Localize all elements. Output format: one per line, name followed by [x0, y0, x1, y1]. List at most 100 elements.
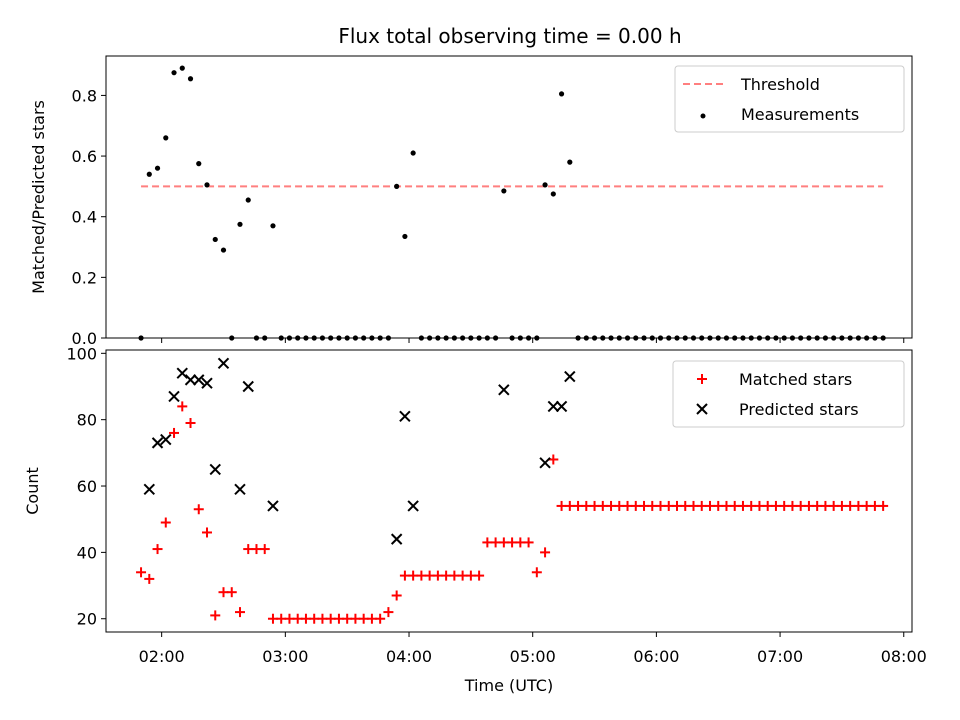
count-y-ticks: 20 40 60 80 100: [66, 344, 106, 629]
predicted-star-point: [564, 370, 576, 383]
matched-star-point: [391, 590, 402, 601]
matched-star-point: [144, 573, 155, 584]
measurement-point: [245, 197, 251, 203]
measurement-point: [237, 221, 243, 227]
ratio-x-ticks: [161, 338, 905, 343]
matched-star-point: [169, 427, 180, 438]
predicted-star-point: [242, 380, 254, 393]
matched-star-point: [383, 607, 394, 618]
legend-predicted-swatch: [696, 403, 708, 415]
measurement-point: [204, 182, 210, 188]
measurement-point: [163, 135, 169, 141]
count-y-axis-label: Count: [23, 467, 42, 515]
x-tick-label: 07:00: [757, 647, 803, 666]
ratio-legend: Threshold Measurements: [674, 65, 905, 133]
legend-plus-marker: [697, 374, 707, 384]
predicted-star-point: [539, 457, 551, 469]
matched-star-point: [177, 401, 188, 412]
matched-star-point: [259, 544, 270, 555]
y-tick-label: 100: [66, 344, 97, 363]
matched-star-point: [548, 454, 559, 465]
count-legend-box: [672, 360, 905, 428]
y-tick-label: 60: [77, 477, 97, 496]
measurement-point: [501, 188, 507, 194]
predicted-star-point: [193, 374, 205, 386]
measurement-point: [179, 65, 185, 71]
predicted-star-point: [143, 483, 155, 496]
matched-star-point: [375, 613, 386, 624]
predicted-star-point: [407, 500, 419, 512]
measurement-point: [187, 76, 194, 82]
predicted-star-point: [209, 463, 221, 476]
measurement-point: [558, 91, 565, 97]
count-x-ticks: 02:00 03:00 04:00 05:00 06:00 07:00 08:00: [139, 632, 927, 666]
legend-predicted-label: Predicted stars: [739, 400, 859, 419]
y-tick-label: 0.6: [72, 147, 97, 166]
predicted-star-point: [234, 483, 246, 496]
x-tick-label: 05:00: [510, 647, 556, 666]
measurement-point: [550, 191, 556, 197]
predicted-star-point: [498, 384, 510, 396]
matched-star-point: [523, 537, 534, 548]
y-tick-label: 0.8: [72, 86, 97, 105]
predicted-star-point: [555, 400, 568, 413]
predicted-star-point: [399, 410, 411, 423]
matched-star-point: [474, 570, 485, 581]
legend-measurements-label: Measurements: [741, 105, 859, 124]
matched-star-point: [878, 500, 889, 511]
ratio-panel: 0.00.20.40.60.8 Matched/Predicted stars …: [29, 55, 913, 348]
matched-star-point: [160, 517, 171, 528]
legend-matched-label: Matched stars: [739, 370, 852, 389]
count-points: [136, 357, 889, 624]
ratio-y-axis-label: Matched/Predicted stars: [29, 100, 48, 294]
measurement-point: [410, 150, 416, 156]
predicted-star-point: [217, 357, 230, 369]
x-axis-label: Time (UTC): [464, 676, 553, 695]
measurement-point: [402, 233, 408, 240]
matched-star-point: [193, 504, 204, 515]
matched-star-point: [185, 417, 196, 428]
y-tick-label: 20: [77, 610, 97, 629]
x-tick-label: 04:00: [386, 647, 432, 666]
y-tick-label: 0.2: [72, 268, 97, 287]
matched-star-point: [136, 567, 147, 578]
matched-star-point: [152, 544, 163, 555]
legend-matched-swatch: [697, 374, 707, 384]
measurement-point: [171, 70, 177, 76]
count-plot-frame: [105, 349, 913, 633]
y-tick-label: 80: [77, 411, 97, 430]
matched-star-point: [540, 547, 551, 558]
y-tick-label: 0.4: [72, 208, 97, 227]
predicted-star-point: [176, 367, 188, 379]
chart-title: Flux total observing time = 0.00 h: [338, 24, 681, 48]
measurement-point: [567, 159, 573, 165]
ratio-legend-box: [674, 65, 905, 133]
y-tick-label: 40: [77, 543, 97, 562]
predicted-star-point: [184, 374, 197, 386]
predicted-star-point: [390, 533, 403, 545]
legend-x-marker: [696, 403, 708, 415]
count-panel: 20 40 60 80 100 02:00 03:00 04:00 05:00 06:00 07:…: [23, 344, 927, 695]
legend-measurements-swatch: [700, 113, 706, 119]
count-legend: Matched stars Predicted stars: [672, 360, 905, 428]
x-tick-label: 08:00: [881, 647, 927, 666]
measurement-point: [196, 161, 202, 167]
predicted-star-point: [160, 433, 172, 446]
matched-star-point: [226, 587, 237, 598]
measurement-point: [146, 171, 152, 177]
measurement-point: [542, 182, 548, 188]
measurement-point: [394, 183, 400, 189]
predicted-star-point: [267, 500, 279, 512]
measurement-point: [212, 236, 218, 243]
matched-star-point: [202, 527, 213, 538]
ratio-y-ticks: 0.0 0.2 0.4 0.6 0.8: [72, 86, 106, 348]
x-tick-label: 06:00: [633, 647, 679, 666]
x-tick-label: 03:00: [262, 647, 308, 666]
x-tick-label: 02:00: [139, 647, 185, 666]
matched-star-point: [531, 567, 542, 578]
predicted-star-point: [168, 390, 180, 403]
matched-star-point: [234, 607, 245, 618]
legend-threshold-label: Threshold: [740, 75, 820, 94]
measurement-point: [154, 165, 161, 171]
